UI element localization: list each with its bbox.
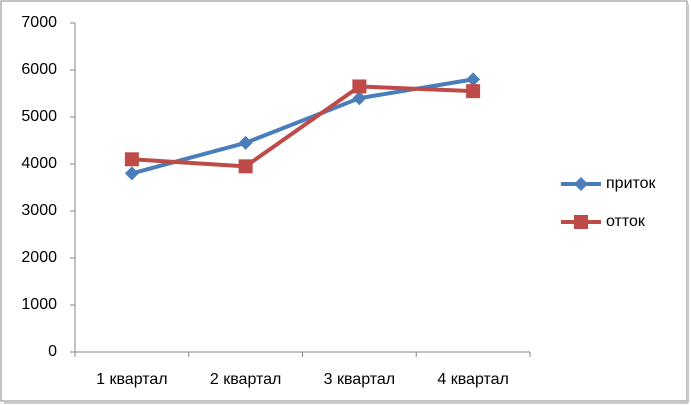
y-tick-label: 6000: [21, 61, 57, 78]
marker: [466, 72, 481, 87]
y-tick-label: 2000: [21, 249, 57, 266]
y-tick-label: 1000: [21, 296, 57, 313]
marker: [574, 177, 588, 191]
legend-label: отток: [606, 213, 646, 230]
y-tick-label: 0: [48, 343, 57, 360]
y-tick-label: 5000: [21, 108, 57, 125]
y-tick-label: 3000: [21, 202, 57, 219]
x-tick-label: 3 квартал: [324, 371, 396, 388]
marker: [124, 166, 139, 181]
x-tick-label: 2 квартал: [210, 371, 282, 388]
y-tick-label: 4000: [21, 155, 57, 172]
marker: [124, 152, 139, 167]
marker: [352, 79, 367, 94]
marker: [238, 135, 253, 150]
marker: [238, 159, 253, 174]
marker: [574, 215, 588, 229]
marker: [466, 84, 481, 99]
x-tick-label: 4 квартал: [437, 371, 509, 388]
y-tick-label: 7000: [21, 14, 57, 31]
x-tick-label: 1 квартал: [96, 371, 168, 388]
series-line: [131, 84, 474, 169]
legend-label: приток: [606, 175, 657, 192]
marker: [352, 91, 367, 106]
